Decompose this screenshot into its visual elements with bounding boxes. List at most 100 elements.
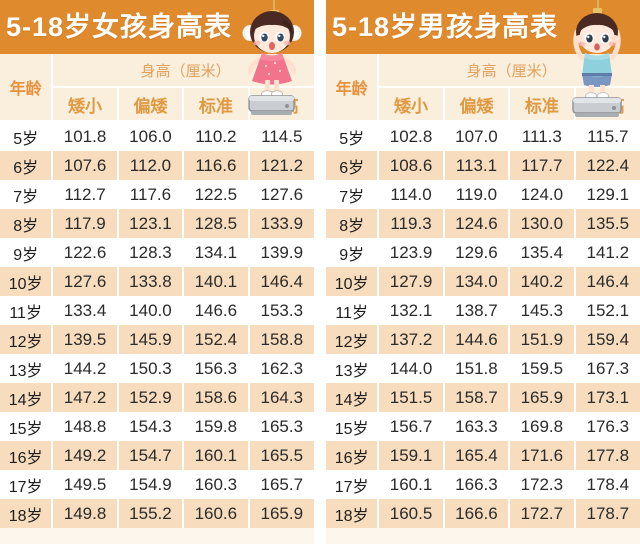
girls-value-cell: 116.6 — [183, 151, 250, 180]
table-row: 10岁 127.6 133.8 140.1 146.4 — [0, 267, 314, 296]
boys-value-cell: 145.3 — [509, 296, 576, 325]
girls-value-cell: 128.3 — [117, 238, 185, 267]
boys-value-cell: 165.9 — [509, 383, 576, 412]
boys-age-cell: 15岁 — [326, 412, 380, 441]
girls-col-header-standard: 标准 — [183, 87, 250, 122]
girls-value-cell: 154.3 — [117, 412, 185, 441]
boys-value-cell: 159.4 — [574, 325, 640, 354]
girls-value-cell: 133.9 — [248, 209, 314, 238]
boys-value-cell: 127.9 — [378, 267, 445, 296]
girls-value-cell: 165.5 — [248, 441, 314, 470]
girls-value-cell: 140.0 — [117, 296, 185, 325]
table-row: 14岁 147.2 152.9 158.6 164.3 — [0, 383, 314, 412]
boys-age-cell: 9岁 — [326, 238, 380, 267]
girls-value-cell: 117.9 — [52, 209, 119, 238]
girls-table-head: 年龄 身高（厘米） 矮小 偏矮 标准 超高 — [0, 54, 314, 122]
boys-age-cell: 10岁 — [326, 267, 380, 296]
boys-height-table: 年龄 身高（厘米） 矮小 偏矮 标准 超高 5岁 102.8 107.0 111.3 1… — [326, 54, 640, 528]
girls-height-group-header: 身高（厘米） — [52, 54, 314, 88]
girls-table-body: 5岁 101.8 106.0 110.2 114.5 6岁 107.6 112.0 116.6 1… — [0, 121, 314, 528]
boys-title-bar: 5-18岁男孩身高表 — [326, 0, 640, 54]
boys-value-cell: 156.7 — [378, 412, 445, 441]
boys-value-cell: 135.5 — [574, 209, 640, 238]
boys-col-header-belowavg: 偏矮 — [443, 87, 511, 122]
girls-value-cell: 146.6 — [183, 296, 250, 325]
boys-value-cell: 176.3 — [574, 412, 640, 441]
girls-value-cell: 140.1 — [183, 267, 250, 296]
girls-col-header-short: 矮小 — [52, 87, 119, 122]
table-row: 16岁 159.1 165.4 171.6 177.8 — [326, 441, 640, 470]
boys-value-cell: 177.8 — [574, 441, 640, 470]
boys-value-cell: 111.3 — [509, 121, 576, 151]
girls-value-cell: 165.9 — [248, 499, 314, 528]
girls-value-cell: 153.3 — [248, 296, 314, 325]
girls-value-cell: 165.3 — [248, 412, 314, 441]
table-row: 9岁 123.9 129.6 135.4 141.2 — [326, 238, 640, 267]
boys-age-cell: 16岁 — [326, 441, 380, 470]
boys-value-cell: 132.1 — [378, 296, 445, 325]
boys-group-header-row: 年龄 身高（厘米） — [326, 54, 640, 122]
table-row: 6岁 108.6 113.1 117.7 122.4 — [326, 151, 640, 180]
girls-value-cell: 158.8 — [248, 325, 314, 354]
boys-value-cell: 123.9 — [378, 238, 445, 267]
boys-value-cell: 151.8 — [443, 354, 511, 383]
table-row: 14岁 151.5 158.7 165.9 173.1 — [326, 383, 640, 412]
boys-value-cell: 107.0 — [443, 121, 511, 151]
girls-value-cell: 101.8 — [52, 121, 119, 151]
boys-value-cell: 146.4 — [574, 267, 640, 296]
girls-age-cell: 12岁 — [0, 325, 54, 354]
girls-group-header-row: 年龄 身高（厘米） — [0, 54, 314, 122]
boys-value-cell: 159.1 — [378, 441, 445, 470]
girls-value-cell: 146.4 — [248, 267, 314, 296]
girls-age-cell: 16岁 — [0, 441, 54, 470]
boys-value-cell: 158.7 — [443, 383, 511, 412]
girls-value-cell: 112.7 — [52, 180, 119, 209]
girls-value-cell: 164.3 — [248, 383, 314, 412]
boys-value-cell: 166.6 — [443, 499, 511, 528]
boys-value-cell: 119.0 — [443, 180, 511, 209]
boys-value-cell: 167.3 — [574, 354, 640, 383]
girls-value-cell: 121.2 — [248, 151, 314, 180]
girls-value-cell: 122.6 — [52, 238, 119, 267]
table-row: 15岁 148.8 154.3 159.8 165.3 — [0, 412, 314, 441]
table-row: 18岁 149.8 155.2 160.6 165.9 — [0, 499, 314, 528]
girls-age-cell: 9岁 — [0, 238, 54, 267]
boys-col-header-short: 矮小 — [378, 87, 445, 122]
boys-value-cell: 172.3 — [509, 470, 576, 499]
girls-value-cell: 149.8 — [52, 499, 119, 528]
girls-age-cell: 11岁 — [0, 296, 54, 325]
girls-value-cell: 139.5 — [52, 325, 119, 354]
boys-value-cell: 160.5 — [378, 499, 445, 528]
boys-value-cell: 115.7 — [574, 121, 640, 151]
girls-page-title: 5-18岁女孩身高表 — [6, 12, 233, 42]
girls-value-cell: 165.7 — [248, 470, 314, 499]
table-row: 8岁 119.3 124.6 130.0 135.5 — [326, 209, 640, 238]
boys-value-cell: 141.2 — [574, 238, 640, 267]
girls-age-cell: 13岁 — [0, 354, 54, 383]
table-row: 18岁 160.5 166.6 172.7 178.7 — [326, 499, 640, 528]
boys-value-cell: 138.7 — [443, 296, 511, 325]
girls-value-cell: 156.3 — [183, 354, 250, 383]
girls-value-cell: 147.2 — [52, 383, 119, 412]
boys-age-cell: 14岁 — [326, 383, 380, 412]
table-row: 11岁 132.1 138.7 145.3 152.1 — [326, 296, 640, 325]
boys-value-cell: 159.5 — [509, 354, 576, 383]
girls-value-cell: 160.6 — [183, 499, 250, 528]
boys-value-cell: 173.1 — [574, 383, 640, 412]
girls-age-cell: 18岁 — [0, 499, 54, 528]
table-row: 13岁 144.2 150.3 156.3 162.3 — [0, 354, 314, 383]
girls-age-header: 年龄 — [0, 54, 54, 122]
boys-value-cell: 114.0 — [378, 180, 445, 209]
girls-age-cell: 15岁 — [0, 412, 54, 441]
girls-value-cell: 133.8 — [117, 267, 185, 296]
boys-value-cell: 134.0 — [443, 267, 511, 296]
table-row: 15岁 156.7 163.3 169.8 176.3 — [326, 412, 640, 441]
boys-value-cell: 144.6 — [443, 325, 511, 354]
boys-value-cell: 102.8 — [378, 121, 445, 151]
girls-value-cell: 152.4 — [183, 325, 250, 354]
boys-age-cell: 12岁 — [326, 325, 380, 354]
boys-value-cell: 124.6 — [443, 209, 511, 238]
table-row: 12岁 137.2 144.6 151.9 159.4 — [326, 325, 640, 354]
boys-value-cell: 169.8 — [509, 412, 576, 441]
table-row: 9岁 122.6 128.3 134.1 139.9 — [0, 238, 314, 267]
